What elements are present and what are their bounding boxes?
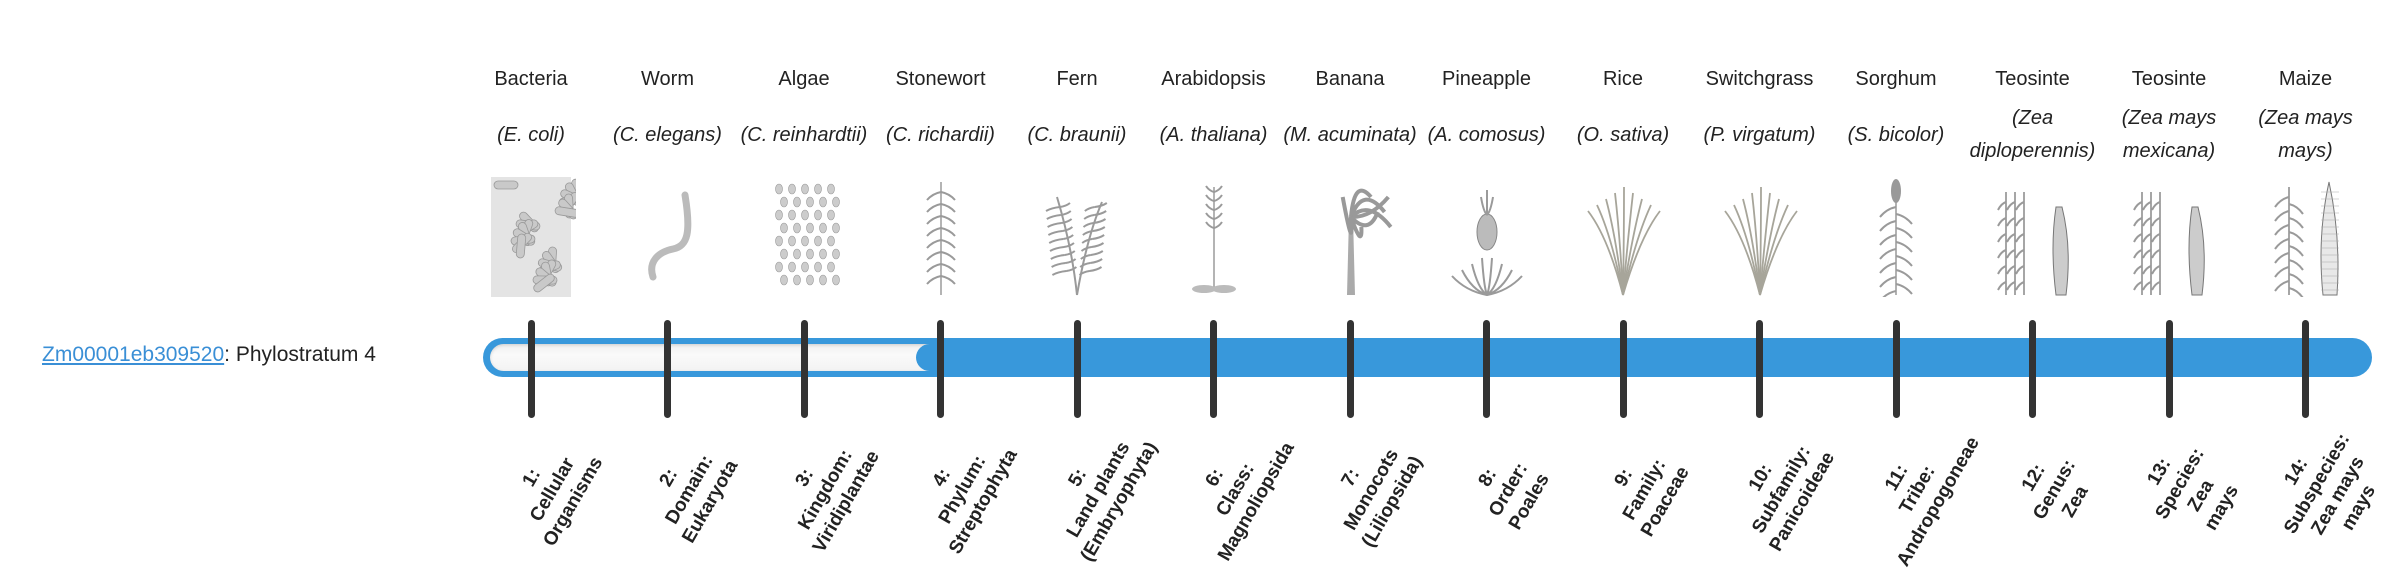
species-text: (C. reinhardtii) [740, 123, 868, 146]
teosinte-illustration [2133, 192, 2205, 296]
organism-common-name: Teosinte [2131, 68, 2207, 90]
stratum-tick [1892, 320, 1900, 418]
organism-common-name: Algae [778, 68, 830, 90]
organism-species-name: (C. braunii) [1006, 100, 1148, 170]
organism-species-name: (A. thaliana) [1143, 100, 1285, 170]
stratum-tick [664, 320, 671, 418]
organism-common-name: Stonewort [895, 68, 986, 90]
grass-illustration [1723, 186, 1798, 296]
maize-illustration [2273, 181, 2339, 297]
organism-common-name: Worm [641, 68, 694, 90]
grass-illustration [1587, 186, 1661, 296]
organism-common-name: Fern [1056, 68, 1098, 90]
stratum-label: 9: Family: Poaceae [1576, 407, 1713, 573]
stratum-tick [1073, 320, 1081, 418]
species-text: (M. acuminata) [1283, 123, 1417, 146]
stratum-tick [2302, 320, 2309, 418]
stratum-tick [2165, 320, 2173, 418]
gene-phylostratum-label: Zm00001eb309520: Phylostratum 4 [42, 341, 376, 369]
stratum-tick [1756, 320, 1763, 418]
organism-species-name: (Zea mays mays) [2235, 100, 2377, 170]
stratum-label: 12: Genus: Zea [1986, 407, 2123, 573]
organism-species-name: (Zea diploperennis) [1962, 100, 2104, 170]
stratum-label: 13: Species: Zea mays [2112, 401, 2270, 579]
worm-illustration [647, 191, 691, 281]
species-text: (Zea mays mays) [2258, 107, 2353, 162]
stratum-tick [527, 320, 535, 418]
gene-id-link[interactable]: Zm00001eb309520 [42, 343, 225, 366]
species-text: (O. sativa) [1576, 123, 1670, 146]
organism-common-name: Teosinte [1995, 68, 2070, 90]
organism-common-name: Bacteria [494, 68, 568, 90]
stonewort-illustration [925, 182, 956, 295]
stratum-label: 14: Subspecies: Zea mays mays [2248, 401, 2400, 579]
stratum-label: 4: Phylum: Streptophyta [894, 407, 1031, 573]
pineapple-illustration [1450, 190, 1523, 296]
stratum-label: 10: Subfamily: Panicoideae [1713, 407, 1850, 573]
stratum-label: 5: Land plants (Embryophyta) [1030, 407, 1167, 573]
species-text: (C. elegans) [613, 123, 722, 146]
organism-species-name: (P. virgatum) [1689, 100, 1831, 170]
phylostratum-bar [483, 338, 2372, 377]
bar-empty-segment [490, 344, 930, 371]
gene-separator: : [224, 343, 230, 366]
bar-filled-segment [915, 344, 2365, 371]
stratum-label: 3: Kingdom: Viridiplantae [757, 407, 894, 573]
species-text: (S. bicolor) [1847, 123, 1945, 146]
stratum-tick [800, 320, 808, 418]
species-text: (C. richardii) [886, 123, 995, 146]
organism-species-name: (C. elegans) [597, 100, 739, 170]
species-text: (P. virgatum) [1703, 123, 1816, 146]
stratum-tick [1210, 320, 1217, 418]
organism-species-name: (S. bicolor) [1825, 100, 1967, 170]
fern-illustration [1045, 196, 1108, 296]
stratum-tick [1346, 320, 1354, 418]
organism-species-name: (Zea mays mexicana) [2098, 100, 2240, 170]
teosinte-illustration [1996, 192, 2069, 296]
organism-species-name: (O. sativa) [1552, 100, 1694, 170]
stratum-label: 1: Cellular Organisms [484, 407, 621, 573]
arabidopsis-illustration [1191, 185, 1236, 293]
algae-illustration [775, 183, 840, 286]
bacteria-illustration [491, 177, 576, 297]
stratum-label: 7: Monocots (Liliopsida) [1303, 407, 1440, 573]
organism-species-name: (C. reinhardtii) [733, 100, 875, 170]
organism-common-name: Sorghum [1855, 68, 1937, 90]
organism-common-name: Pineapple [1442, 68, 1531, 90]
phylostratum-text: Phylostratum 4 [235, 343, 376, 366]
stratum-label: 8: Order: Poales [1440, 407, 1577, 573]
organism-species-name: (M. acuminata) [1279, 100, 1421, 170]
organism-species-name: (C. richardii) [870, 100, 1012, 170]
stratum-tick [1483, 320, 1490, 418]
species-text: (A. comosus) [1427, 123, 1546, 146]
species-text: (A. thaliana) [1159, 123, 1268, 146]
sorghum-illustration [1879, 179, 1913, 297]
organism-common-name: Rice [1602, 68, 1643, 90]
stratum-tick [2029, 320, 2036, 418]
organism-common-name: Switchgrass [1705, 68, 1814, 90]
organism-common-name: Arabidopsis [1161, 68, 1266, 90]
species-text: (C. braunii) [1027, 123, 1127, 146]
stratum-label: 11: Tribe: Andropogoneae [1849, 407, 1986, 573]
organism-species-name: (E. coli) [460, 100, 602, 170]
stratum-label: 6: Class: Magnoliopsida [1167, 407, 1304, 573]
organism-common-name: Maize [2278, 68, 2333, 90]
stratum-tick [937, 320, 944, 418]
banana-illustration [1340, 188, 1393, 295]
stratum-tick [1619, 320, 1627, 418]
species-text: (Zea diploperennis) [1969, 107, 2096, 162]
stratum-label: 2: Domain: Eukaryota [621, 407, 758, 573]
organism-common-name: Banana [1315, 68, 1385, 90]
species-text: (Zea mays mexicana) [2121, 107, 2217, 162]
species-text: (E. coli) [497, 123, 565, 146]
organism-species-name: (A. comosus) [1416, 100, 1558, 170]
